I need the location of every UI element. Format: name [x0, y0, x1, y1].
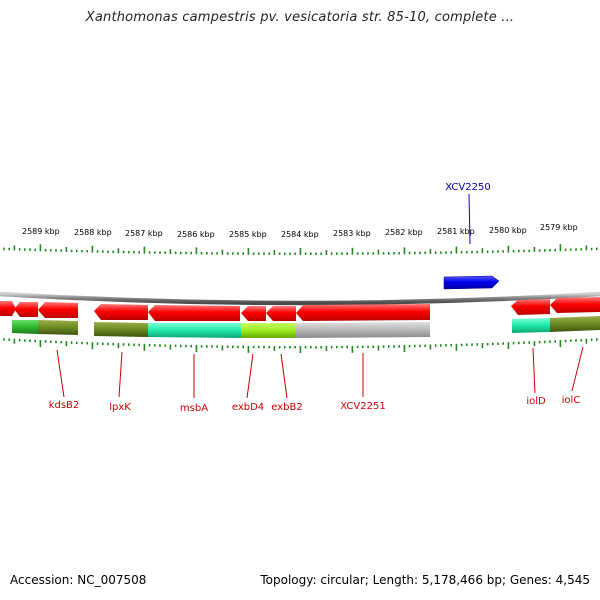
gene-label-iolc[interactable]: iolC: [562, 395, 581, 406]
ruler-label-2585: 2585 kbp: [229, 230, 267, 239]
category-bar-1: [12, 320, 38, 334]
upper-ruler-labels: 2589 kbp 2588 kbp 2587 kbp 2586 kbp 2585…: [22, 223, 578, 239]
genome-summary-text: Topology: circular; Length: 5,178,466 bp…: [260, 573, 590, 587]
ruler-label-2581: 2581 kbp: [437, 227, 475, 236]
category-bar-exbd4: [241, 323, 266, 338]
category-bar-exbb2: [266, 323, 296, 338]
gene-arrow-exbb2[interactable]: [266, 306, 296, 321]
lower-ruler-ticks: [3, 338, 598, 353]
gene-label-kdsb2[interactable]: kdsB2: [49, 400, 80, 411]
ruler-label-2588: 2588 kbp: [74, 228, 112, 237]
forward-strand: XCV2250: [443, 182, 500, 290]
gene-leader-iold: [532, 347, 536, 394]
gene-label-xcv2251[interactable]: XCV2251: [340, 401, 385, 412]
gene-label-iold[interactable]: iolD: [526, 396, 546, 407]
upper-ruler-ticks: [3, 244, 598, 255]
gene-label-msba[interactable]: msbA: [180, 403, 208, 414]
ruler-label-2587: 2587 kbp: [125, 229, 163, 238]
gene-label-lpxk[interactable]: lpxK: [109, 402, 131, 413]
ruler-label-2580: 2580 kbp: [489, 226, 527, 235]
ruler-label-2586: 2586 kbp: [177, 230, 215, 239]
gene-label-xcv2250[interactable]: XCV2250: [445, 182, 490, 193]
gene-arrow-iold[interactable]: [511, 299, 550, 315]
gene-leader-iolc: [571, 346, 584, 392]
upper-ruler: 2589 kbp 2588 kbp 2587 kbp 2586 kbp 2585…: [3, 223, 598, 255]
gene-arrow-lpxk[interactable]: [94, 304, 148, 320]
accession-text: Accession: NC_007508: [10, 573, 147, 587]
category-bar-2: [38, 320, 78, 335]
reverse-gene-labels: kdsB2 lpxK msbA exbD4 exbB2 XCV2251 iolD…: [49, 346, 584, 414]
gene-arrow-msba[interactable]: [148, 305, 240, 321]
gene-arrow-kdsb2[interactable]: [38, 302, 78, 318]
genome-backbone: [0, 291, 600, 306]
ruler-label-2584: 2584 kbp: [281, 230, 319, 239]
gene-leader-exbd4: [246, 353, 254, 399]
gene-leader-kdsb2: [56, 349, 65, 398]
gene-leader-lpxk: [118, 351, 123, 398]
gene-arrow-xcv2251[interactable]: [296, 304, 430, 321]
gene-arrow-exbd4[interactable]: [241, 306, 266, 321]
category-bars: [12, 316, 600, 338]
gene-arrow-iolc[interactable]: [550, 297, 600, 313]
category-bar-lpxk: [94, 322, 148, 337]
category-bar-iolc: [550, 316, 600, 332]
map-title: Xanthomonas campestris pv. vesicatoria s…: [85, 10, 515, 25]
category-bar-msba: [148, 323, 241, 338]
gene-label-exbb2[interactable]: exbB2: [271, 402, 302, 413]
ruler-label-2583: 2583 kbp: [333, 229, 371, 238]
gene-arrow-xcv2250[interactable]: [443, 275, 500, 290]
ruler-label-2589: 2589 kbp: [22, 227, 60, 236]
gene-arrow-left-2[interactable]: [14, 302, 38, 317]
gene-leader-exbb2: [280, 353, 288, 399]
ruler-label-2579: 2579 kbp: [540, 223, 578, 232]
category-bar-iold: [512, 318, 550, 333]
gene-arrow-partial-left[interactable]: [0, 301, 16, 316]
ruler-label-2582: 2582 kbp: [385, 228, 423, 237]
gene-label-exbd4[interactable]: exbD4: [232, 402, 264, 413]
reverse-strand: [0, 297, 600, 321]
category-bar-xcv2251: [296, 322, 430, 338]
gene-leader-xcv2250: [468, 193, 471, 245]
